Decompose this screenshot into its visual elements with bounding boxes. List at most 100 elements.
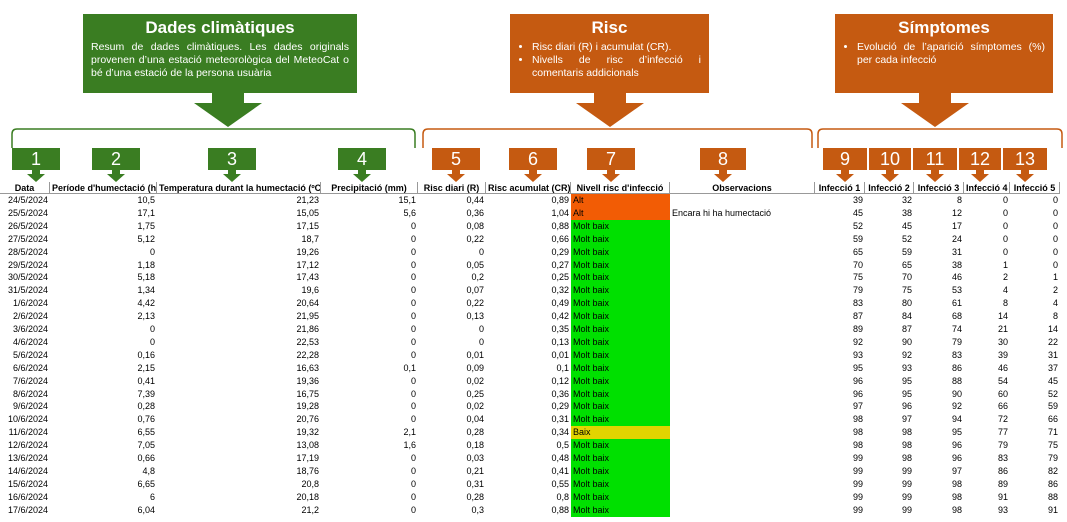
column-number: 7: [587, 148, 635, 170]
table-cell: [670, 220, 815, 233]
table-cell: 17/6/2024: [7, 504, 48, 515]
table-cell: 0: [1052, 195, 1058, 205]
table-cell: 0,02: [466, 401, 484, 412]
table-cell: 0,41: [551, 465, 569, 476]
table-cell: [670, 362, 815, 375]
table-cell: 95: [951, 427, 962, 438]
table-cell: [670, 478, 815, 491]
table-cell: [670, 246, 815, 259]
table-cell: 0,76: [137, 414, 155, 425]
table-cell: 89: [852, 324, 863, 334]
table-cell: 0,31: [466, 478, 484, 489]
table-cell: 9/6/2024: [12, 401, 48, 412]
table-cell: 14: [997, 311, 1008, 322]
callout: Símptomes Evolució de l’aparició símptom…: [835, 14, 1053, 93]
table-cell: 19,26: [296, 246, 319, 257]
table-cell: 15,1: [398, 195, 416, 205]
table-cell: 6/6/2024: [12, 362, 48, 373]
table-cell: 1,04: [551, 207, 569, 218]
table-cell: 22: [1047, 336, 1058, 347]
table-cell: [670, 284, 815, 297]
table-cell: 90: [901, 336, 912, 347]
table-cell: 86: [1047, 478, 1058, 489]
table-cell: 80: [901, 298, 912, 309]
table-cell: 0: [1052, 220, 1058, 231]
small-arrow: [353, 170, 371, 182]
table-cell: 45: [901, 220, 912, 231]
table-cell: 39: [852, 195, 863, 205]
column-number: 1: [12, 148, 60, 170]
table-cell: 74: [951, 324, 962, 334]
column-header: Infecció 4: [964, 182, 1010, 194]
callout-title: Dades climàtiques: [145, 18, 295, 37]
table-cell: 12: [951, 207, 962, 218]
table-cell: 0,42: [551, 311, 569, 322]
table-cell: 0,04: [466, 414, 484, 425]
risk-level: Molt baix: [571, 271, 670, 285]
bullet: Nivells de risc d’infecció i comentaris …: [532, 54, 701, 80]
table-cell: 0: [1002, 220, 1008, 231]
small-arrow: [447, 170, 465, 182]
small-arrow: [881, 170, 899, 182]
table-cell: 15,05: [296, 207, 319, 218]
table-cell: 20,64: [296, 298, 319, 309]
table-cell: 0,25: [466, 388, 484, 399]
table-cell: 70: [852, 259, 863, 270]
table-cell: 98: [852, 440, 863, 451]
table-cell: 0: [410, 246, 416, 257]
table-cell: 96: [852, 375, 863, 386]
table-cell: 71: [1047, 427, 1058, 438]
table-cell: 96: [901, 401, 912, 412]
table-cell: 4: [1052, 298, 1058, 309]
table-cell: 66: [1047, 414, 1058, 425]
table-cell: 0,1: [556, 362, 569, 373]
table-cell: [670, 504, 815, 517]
table-cell: 17,1: [137, 207, 155, 218]
table-cell: 16/6/2024: [7, 491, 48, 502]
column-header: Observacions: [670, 182, 815, 194]
table-cell: [670, 400, 815, 413]
table-cell: 65: [852, 246, 863, 257]
table-cell: 0: [1002, 207, 1008, 218]
risk-level: Molt baix: [571, 335, 670, 349]
table-cell: 92: [901, 349, 912, 360]
table-cell: [670, 259, 815, 272]
table-cell: 0: [1052, 259, 1058, 270]
table-cell: 0,13: [551, 336, 569, 347]
table-cell: 20,76: [296, 414, 319, 425]
table-cell: 98: [951, 478, 962, 489]
table-cell: 0: [1052, 246, 1058, 257]
table-cell: 0: [410, 272, 416, 283]
table-cell: 98: [901, 427, 912, 438]
risk-level: Baix: [571, 426, 670, 440]
callout-text: Resum de dades climàtiques. Les dades or…: [91, 41, 349, 79]
table-cell: [670, 297, 815, 310]
table-cell: 16,63: [296, 362, 319, 373]
table-cell: 8: [1052, 311, 1058, 322]
table-cell: 96: [951, 453, 962, 463]
table-cell: [670, 491, 815, 504]
risk-level: Molt baix: [571, 374, 670, 388]
table-cell: 83: [852, 298, 863, 309]
table-cell: 0: [410, 491, 416, 502]
table-cell: 4,42: [137, 298, 155, 309]
table-cell: 3/6/2024: [12, 324, 48, 334]
risk-level: Molt baix: [571, 219, 670, 233]
table-cell: [670, 426, 815, 439]
table-cell: 21,95: [296, 311, 319, 322]
risk-level: Molt baix: [571, 258, 670, 272]
table-cell: 0,48: [551, 453, 569, 463]
table-cell: 8: [1002, 298, 1008, 309]
table-cell: 0: [410, 401, 416, 412]
table-cell: 0: [478, 246, 484, 257]
table-cell: 46: [951, 272, 962, 283]
table-cell: 24: [951, 233, 962, 244]
table-cell: 83: [951, 349, 962, 360]
table-cell: 0: [410, 465, 416, 476]
table-cell: 0,55: [551, 478, 569, 489]
table-cell: 28/5/2024: [7, 246, 48, 257]
column-header: Nivell risc d'infecció: [571, 182, 670, 194]
table-cell: 0,18: [466, 440, 484, 451]
table-cell: 96: [951, 440, 962, 451]
